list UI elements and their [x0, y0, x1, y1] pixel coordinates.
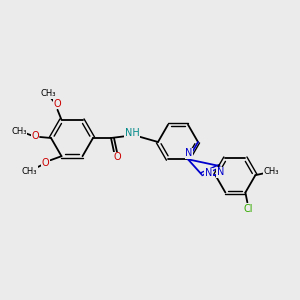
Text: CH₃: CH₃	[264, 167, 279, 176]
Text: CH₃: CH₃	[11, 128, 27, 136]
Text: O: O	[54, 99, 61, 109]
Text: CH₃: CH₃	[22, 167, 37, 176]
Text: CH₃: CH₃	[41, 89, 56, 98]
Text: NH: NH	[124, 128, 140, 138]
Text: O: O	[31, 131, 39, 141]
Text: O: O	[42, 158, 49, 168]
Text: O: O	[113, 152, 121, 162]
Text: N: N	[205, 168, 212, 178]
Text: N: N	[185, 148, 193, 158]
Text: Cl: Cl	[244, 203, 253, 214]
Text: N: N	[217, 167, 224, 177]
